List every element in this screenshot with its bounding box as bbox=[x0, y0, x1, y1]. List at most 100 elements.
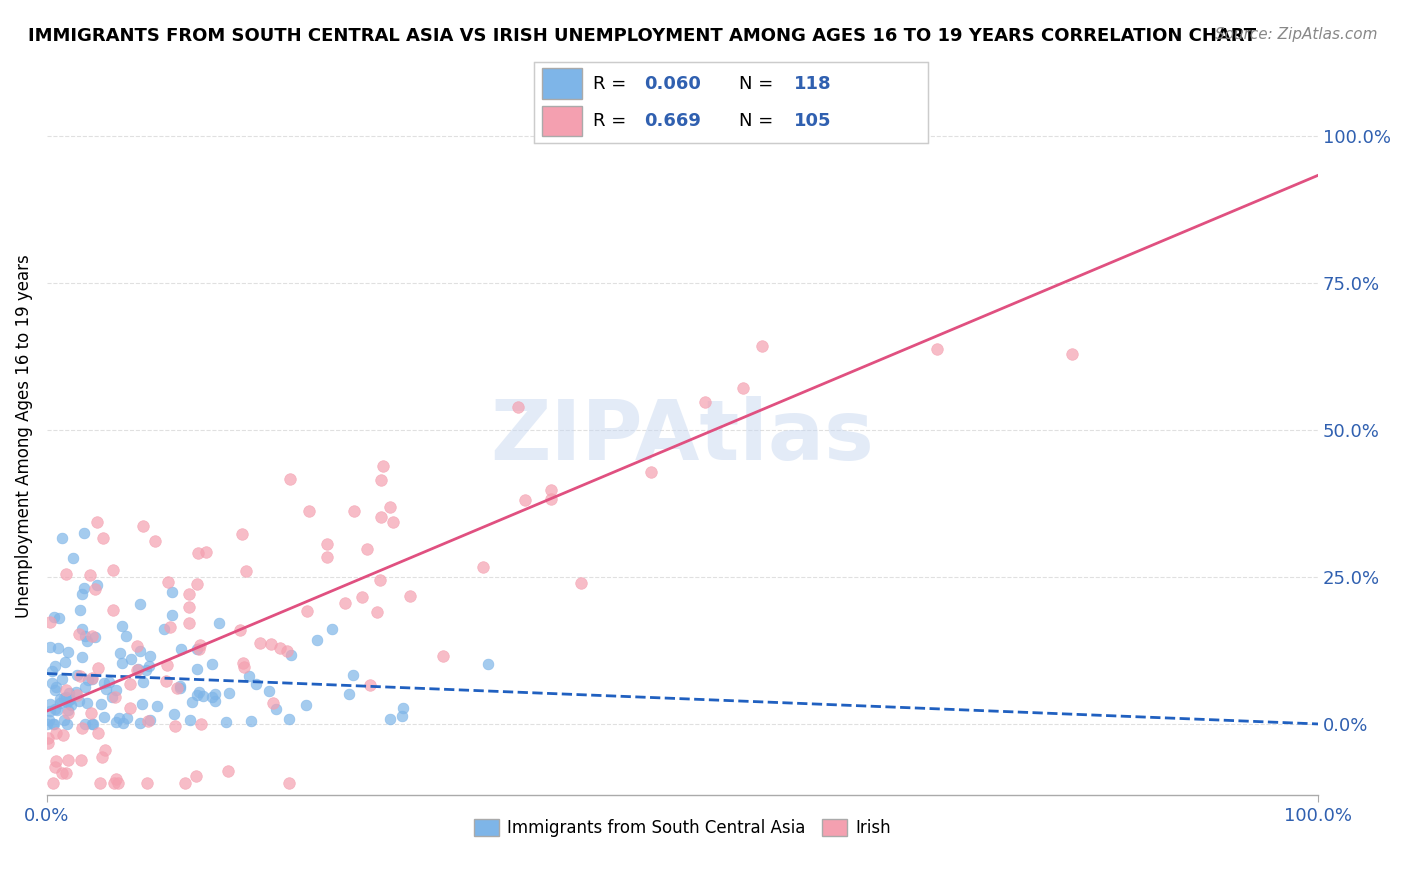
Point bbox=[91, 749, 114, 764]
Point bbox=[56, 703, 79, 717]
Text: IMMIGRANTS FROM SOUTH CENTRAL ASIA VS IRISH UNEMPLOYMENT AMONG AGES 16 TO 19 YEA: IMMIGRANTS FROM SOUTH CENTRAL ASIA VS IR… bbox=[28, 27, 1256, 45]
Point bbox=[128, 597, 150, 611]
Point bbox=[94, 681, 117, 696]
Point bbox=[70, 586, 93, 600]
Point bbox=[186, 577, 208, 591]
Point bbox=[143, 533, 166, 548]
Point bbox=[101, 563, 124, 577]
Point bbox=[276, 644, 298, 658]
Point bbox=[56, 754, 79, 768]
Point bbox=[204, 687, 226, 701]
Point bbox=[343, 504, 366, 518]
Point bbox=[93, 710, 115, 724]
Point bbox=[48, 611, 70, 625]
Point bbox=[277, 776, 299, 790]
Point bbox=[187, 642, 209, 657]
Point bbox=[229, 623, 252, 637]
Point bbox=[208, 616, 231, 631]
Point bbox=[298, 504, 321, 518]
Point bbox=[67, 626, 90, 640]
Point bbox=[163, 719, 186, 733]
Point bbox=[169, 681, 191, 695]
Point bbox=[432, 649, 454, 664]
Point bbox=[472, 560, 495, 574]
Point bbox=[127, 662, 149, 676]
Point bbox=[135, 663, 157, 677]
Point bbox=[139, 713, 162, 727]
Point bbox=[477, 657, 499, 671]
Point bbox=[156, 575, 179, 590]
Point bbox=[392, 700, 415, 714]
Point bbox=[187, 684, 209, 698]
Point bbox=[58, 692, 80, 706]
Point bbox=[70, 623, 93, 637]
Point bbox=[56, 706, 79, 720]
Point bbox=[257, 683, 280, 698]
Point bbox=[97, 674, 120, 689]
Point bbox=[371, 458, 394, 473]
Point bbox=[45, 726, 67, 740]
Point bbox=[131, 697, 153, 711]
Point bbox=[51, 672, 73, 686]
Point bbox=[94, 742, 117, 756]
Point bbox=[127, 664, 149, 678]
Point bbox=[260, 637, 283, 651]
Point bbox=[82, 671, 104, 685]
Point bbox=[129, 643, 152, 657]
Point bbox=[186, 642, 208, 657]
Point bbox=[93, 531, 115, 545]
Point bbox=[49, 692, 72, 706]
Point bbox=[65, 688, 87, 702]
Point bbox=[55, 567, 77, 582]
Point bbox=[370, 510, 392, 524]
Point bbox=[44, 659, 66, 673]
Point bbox=[1060, 346, 1083, 360]
Point bbox=[187, 546, 209, 560]
Point bbox=[105, 683, 128, 698]
Point bbox=[37, 717, 59, 731]
Point bbox=[107, 776, 129, 790]
Point bbox=[65, 685, 87, 699]
Point bbox=[262, 697, 284, 711]
Point bbox=[169, 679, 191, 693]
Point bbox=[153, 622, 176, 636]
Point bbox=[342, 668, 364, 682]
Text: R =: R = bbox=[593, 75, 633, 93]
Point bbox=[120, 677, 142, 691]
Point bbox=[103, 776, 125, 790]
Point bbox=[73, 525, 96, 540]
Point bbox=[190, 717, 212, 731]
Point bbox=[76, 634, 98, 648]
Point bbox=[238, 669, 260, 683]
Point bbox=[278, 472, 301, 486]
Legend: Immigrants from South Central Asia, Irish: Immigrants from South Central Asia, Iris… bbox=[467, 813, 898, 844]
Point bbox=[160, 584, 183, 599]
Text: 118: 118 bbox=[794, 75, 832, 93]
Point bbox=[69, 668, 91, 682]
Point bbox=[117, 711, 139, 725]
Point bbox=[69, 603, 91, 617]
Point bbox=[127, 639, 149, 653]
Point bbox=[86, 578, 108, 592]
Point bbox=[295, 698, 318, 713]
Point bbox=[66, 668, 89, 682]
FancyBboxPatch shape bbox=[543, 106, 582, 136]
Point bbox=[101, 690, 124, 705]
Point bbox=[640, 465, 662, 479]
Point bbox=[177, 599, 200, 614]
Point bbox=[55, 766, 77, 780]
Point bbox=[53, 655, 76, 669]
Point bbox=[70, 753, 93, 767]
Point bbox=[42, 776, 65, 790]
Point bbox=[177, 587, 200, 601]
Point bbox=[110, 619, 132, 633]
Point bbox=[53, 713, 76, 727]
Point bbox=[39, 704, 62, 718]
Point bbox=[42, 717, 65, 731]
Point bbox=[693, 395, 716, 409]
Point bbox=[58, 693, 80, 707]
Point bbox=[87, 726, 110, 740]
Point bbox=[75, 629, 97, 643]
Point bbox=[38, 697, 60, 711]
Point bbox=[44, 760, 66, 774]
